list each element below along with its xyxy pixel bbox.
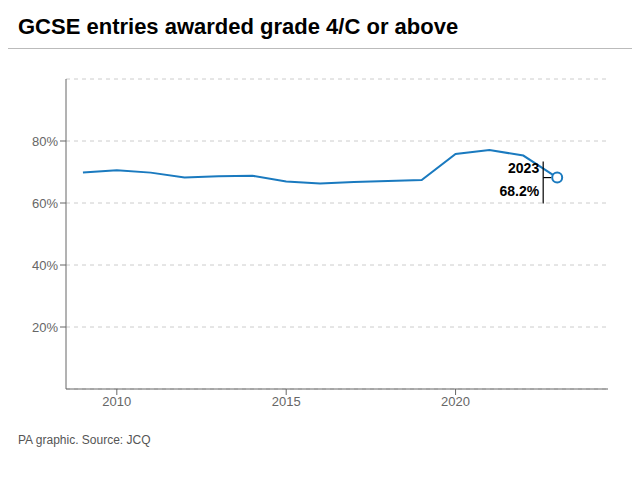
svg-text:2020: 2020 (441, 394, 470, 409)
svg-text:20%: 20% (32, 320, 58, 335)
html-text:PA graphic. Source: JCQ: PA graphic. Source: JCQ (18, 433, 151, 447)
svg-text:68.2%: 68.2% (499, 183, 539, 199)
svg-text:80%: 80% (32, 134, 58, 149)
svg-text:2023: 2023 (508, 160, 539, 176)
svg-text:60%: 60% (32, 196, 58, 211)
svg-text:40%: 40% (32, 258, 58, 273)
html-text:GCSE entries awarded grade 4/C: GCSE entries awarded grade 4/C or above (18, 14, 459, 39)
svg-text:2015: 2015 (272, 394, 301, 409)
svg-text:2010: 2010 (102, 394, 131, 409)
